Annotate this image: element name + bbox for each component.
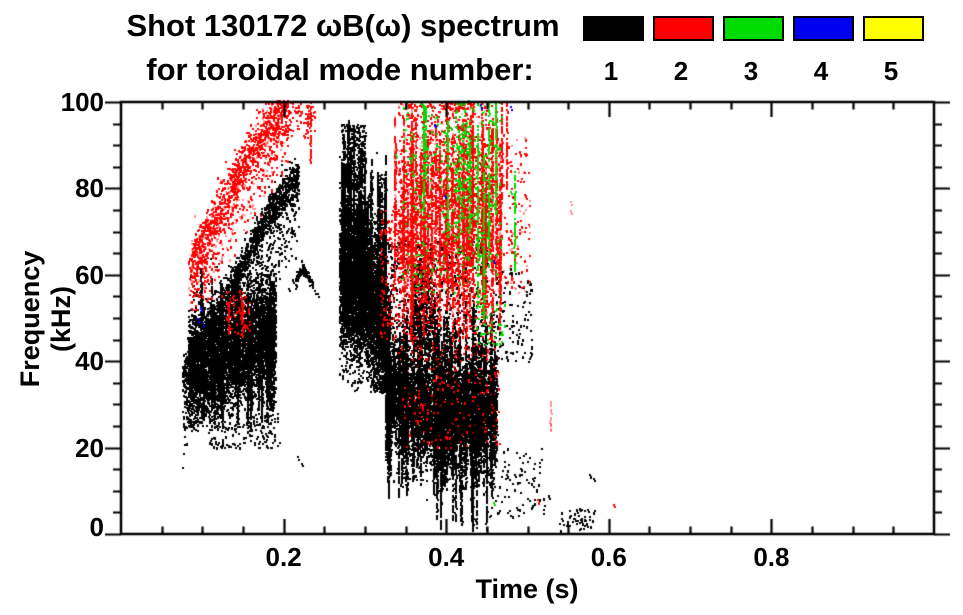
y-axis-title: Frequency (kHz) bbox=[15, 250, 76, 388]
legend-label-mode-3: 3 bbox=[743, 56, 759, 86]
y-tick-label-80: 80 bbox=[75, 173, 104, 204]
legend-label-mode-5: 5 bbox=[883, 56, 899, 86]
x-tick-label-0.8: 0.8 bbox=[753, 542, 790, 572]
legend-label-mode-4: 4 bbox=[813, 56, 829, 86]
plot-title-line1: Shot 130172 ωB(ω) spectrum bbox=[126, 8, 560, 43]
y-tick-label-100: 100 bbox=[60, 87, 104, 117]
legend-label-mode-1: 1 bbox=[603, 56, 619, 86]
y-tick-label-0: 0 bbox=[89, 512, 104, 542]
x-axis-title: Time (s) bbox=[475, 574, 579, 604]
legend-swatch-mode-5 bbox=[863, 16, 924, 41]
x-tick-label-0.2: 0.2 bbox=[265, 542, 302, 572]
legend-swatch-mode-3 bbox=[723, 16, 784, 41]
plot-title-line2: for toroidal mode number: bbox=[146, 52, 534, 87]
y-tick-label-40: 40 bbox=[75, 346, 104, 377]
x-tick-label-0.6: 0.6 bbox=[590, 542, 627, 572]
legend-swatch-mode-1 bbox=[583, 16, 644, 41]
legend-swatch-mode-4 bbox=[793, 16, 854, 41]
y-tick-label-20: 20 bbox=[75, 432, 104, 463]
x-tick-label-0.4: 0.4 bbox=[428, 542, 465, 572]
legend-swatch-mode-2 bbox=[653, 16, 714, 41]
y-tick-label-60: 60 bbox=[75, 259, 104, 290]
legend-label-mode-2: 2 bbox=[673, 56, 689, 86]
